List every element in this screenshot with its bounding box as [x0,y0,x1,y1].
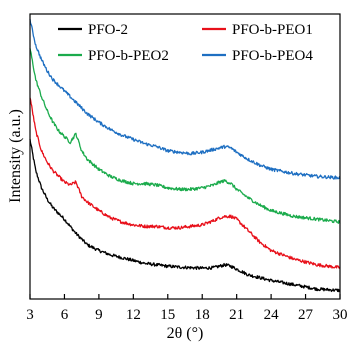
x-tick-label: 9 [95,307,103,323]
series-line-4 [29,18,341,180]
x-tick-label: 21 [229,307,244,323]
legend-label: PFO-b-PEO1 [232,22,313,38]
series-layer [29,18,341,293]
x-tick-label: 27 [298,307,314,323]
x-tick-label: 24 [264,307,280,323]
legend-label: PFO-2 [88,22,128,38]
legend: PFO-2 PFO-b-PEO1 PFO-b-PEO2 PFO-b-PEO4 [58,22,313,64]
x-tick-label: 18 [195,307,210,323]
x-axis-title: 2θ (°) [167,325,204,342]
x-tick-label: 30 [333,307,348,323]
series-line-1 [29,138,341,293]
series-line-2 [29,97,341,269]
tick-layer: 3 6 9 12 15 18 21 24 27 30 [26,294,348,323]
x-tick-label: 15 [160,307,175,323]
plot-frame [29,13,341,300]
x-tick-label: 12 [126,307,141,323]
x-tick-label: 3 [26,307,34,323]
series-line-3 [29,48,341,224]
legend-label: PFO-b-PEO4 [232,48,313,64]
legend-label: PFO-b-PEO2 [88,48,169,64]
x-tick-label: 6 [61,307,69,323]
y-axis-title: Intensity (a.u.) [7,109,24,203]
